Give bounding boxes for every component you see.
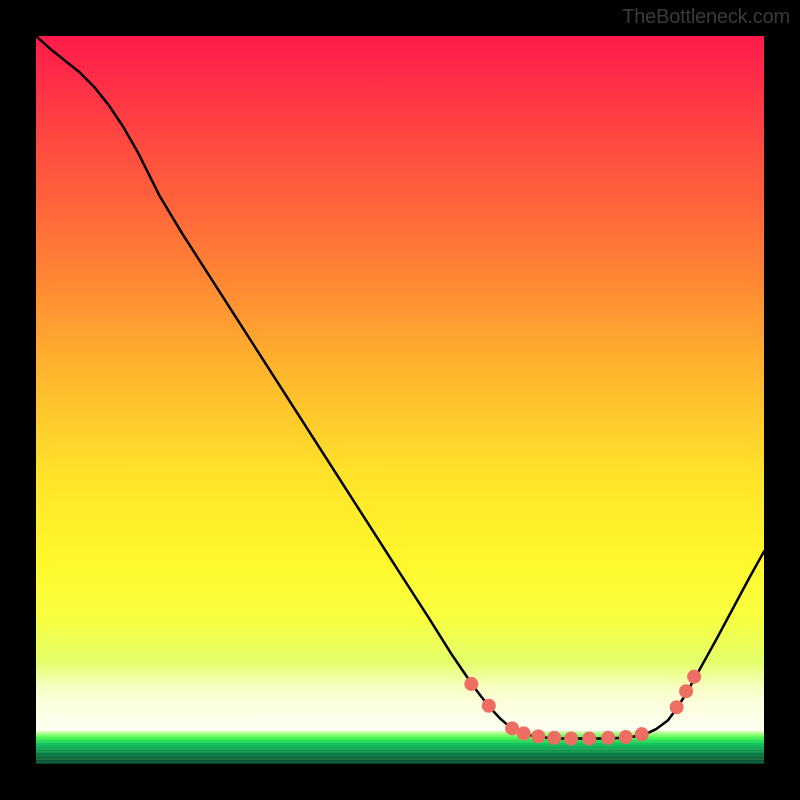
attribution-label: TheBottleneck.com (622, 6, 790, 29)
marker-dots (36, 36, 764, 764)
plot-area (36, 36, 764, 764)
chart-canvas: TheBottleneck.com (0, 0, 800, 800)
